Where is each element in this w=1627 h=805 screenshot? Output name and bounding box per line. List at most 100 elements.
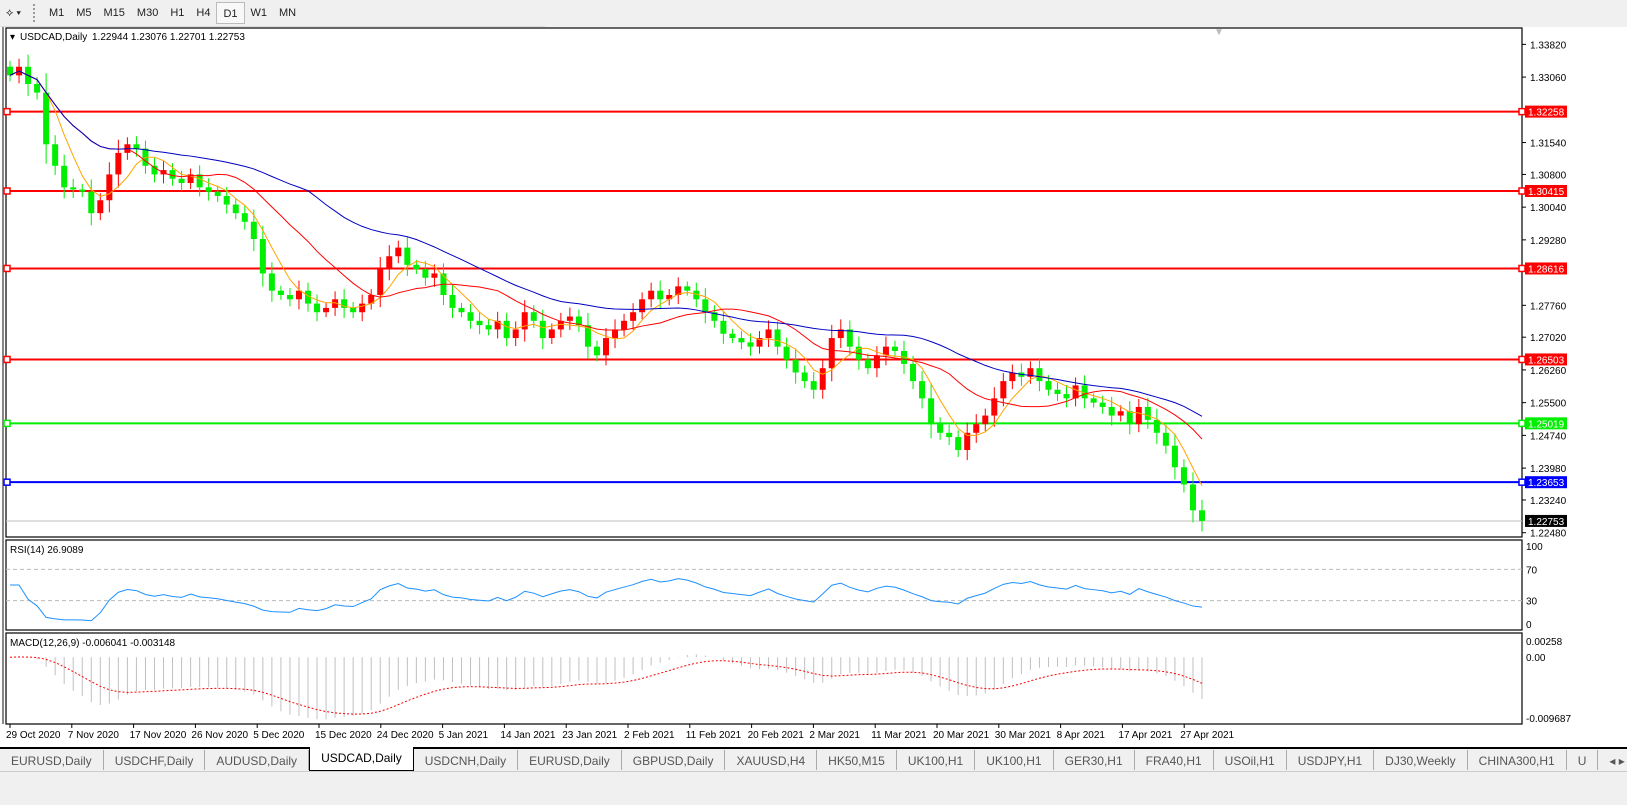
chart-tab[interactable]: DJ30,Weekly: [1374, 750, 1468, 770]
candle-body: [810, 381, 817, 390]
price-tick-label: 1.30040: [1530, 203, 1567, 214]
chart-tab[interactable]: USDJPY,H1: [1287, 750, 1375, 770]
candle-body: [1036, 368, 1043, 382]
candle-body: [1081, 385, 1088, 399]
toolbar-grip[interactable]: [32, 4, 37, 22]
candle-body: [955, 437, 962, 451]
timeframe-m5[interactable]: M5: [76, 7, 92, 19]
candle-body: [747, 342, 754, 347]
rsi-tick-label: 0: [1526, 620, 1532, 631]
date-tick-label: 27 Apr 2021: [1180, 730, 1234, 741]
candle-body: [593, 346, 600, 356]
timeframe-m30[interactable]: M30: [136, 7, 159, 19]
candle-body: [1000, 381, 1007, 399]
timeframe-toolbar: ⟡ ▾ M1 M5 M15 M30 H1 H4 D1 W1 MN: [0, 0, 545, 27]
chart-symbol-label: USDCAD,Daily: [20, 32, 87, 43]
chart-tab[interactable]: UK100,H1: [897, 750, 976, 770]
candle-body: [846, 329, 853, 347]
candle-body: [259, 239, 266, 274]
chart-tab[interactable]: EURUSD,Daily: [0, 750, 104, 770]
main-panel: [5, 27, 1523, 538]
chart-ohlc-values: 1.22944 1.23076 1.22701 1.22753: [92, 32, 245, 43]
candle-body: [214, 191, 221, 196]
chart-tab[interactable]: AUDUSD,Daily: [205, 750, 310, 770]
timeframe-m1[interactable]: M1: [48, 7, 65, 19]
candle-body: [43, 92, 50, 145]
candle-body: [530, 312, 537, 321]
candle-body: [449, 294, 456, 308]
candle-body: [1072, 385, 1079, 399]
timeframe-d1[interactable]: D1: [216, 2, 245, 24]
chart-tab[interactable]: USOil,H1: [1214, 750, 1287, 770]
date-tick-label: 20 Mar 2021: [933, 730, 990, 741]
chart-tab[interactable]: GBPUSD,Daily: [622, 750, 726, 770]
chart-tab[interactable]: EURUSD,Daily: [518, 750, 622, 770]
level-price-label: 1.28616: [1528, 264, 1565, 275]
candle-body: [891, 346, 898, 351]
current-price-badge: [1525, 514, 1567, 527]
candle-body: [1189, 484, 1196, 511]
timeframe-h4[interactable]: H4: [196, 7, 211, 19]
candle-body: [431, 273, 438, 278]
candle-body: [548, 329, 555, 339]
rsi-tick-label: 30: [1526, 597, 1538, 608]
candle-body: [1054, 389, 1061, 395]
chart-tab[interactable]: FRA40,H1: [1135, 750, 1214, 770]
candle-body: [295, 290, 302, 300]
tab-scroll-arrows[interactable]: ◂ ▸: [1598, 750, 1627, 770]
date-tick-label: 2 Feb 2021: [624, 730, 675, 741]
candle-body: [557, 320, 564, 330]
price-tick-label: 1.24740: [1530, 431, 1567, 442]
candle-body: [314, 303, 321, 313]
candle-body: [205, 187, 212, 192]
chart-tab[interactable]: USDCNH,Daily: [414, 750, 519, 770]
candle-body: [1009, 372, 1016, 382]
candle-body: [1099, 402, 1106, 407]
candle-body: [720, 320, 727, 334]
level-handle: [3, 264, 11, 273]
candle-body: [1171, 445, 1178, 468]
timeframe-w1[interactable]: W1: [250, 7, 268, 19]
macd-panel: [5, 632, 1523, 725]
price-tick-label: 1.33820: [1530, 40, 1567, 51]
candle-body: [801, 372, 808, 382]
level-handle: [3, 187, 11, 195]
ma-fast-line: [9, 70, 1203, 486]
candle-body: [97, 200, 104, 214]
level-price-label: 1.23653: [1528, 478, 1565, 489]
candle-body: [52, 144, 59, 166]
candle-body: [837, 329, 844, 339]
candle-body: [539, 320, 546, 339]
candle-body: [286, 294, 293, 300]
candle-body: [503, 320, 510, 339]
candle-body: [458, 307, 465, 313]
timeframe-mn[interactable]: MN: [279, 7, 297, 19]
candle-body: [70, 187, 77, 190]
chart-tab[interactable]: USDCAD,Daily: [309, 747, 414, 771]
chart-tab[interactable]: USDCHF,Daily: [104, 750, 206, 770]
chart-canvas[interactable]: 1.33820 1.33060 1.31540 1.30800 1.30040 1.292…: [0, 27, 1627, 747]
chart-tab[interactable]: U: [1567, 750, 1599, 770]
level-price-badge: [1525, 262, 1567, 275]
price-tick-label: 1.27760: [1530, 301, 1567, 312]
rsi-label: RSI(14) 26.9089: [10, 545, 84, 556]
timeframe-h1[interactable]: H1: [170, 7, 185, 19]
chart-tab[interactable]: UK100,H1: [975, 750, 1054, 770]
date-tick-label: 8 Apr 2021: [1057, 730, 1106, 741]
timeframe-m15[interactable]: M15: [103, 7, 125, 19]
candle-body: [377, 269, 384, 295]
level-handle: [1518, 478, 1526, 486]
candle-body: [521, 312, 528, 330]
candle-body: [1108, 406, 1115, 416]
chart-window[interactable]: 1.33820 1.33060 1.31540 1.30800 1.30040 1.292…: [0, 27, 1627, 747]
candle-body: [1144, 406, 1151, 420]
chart-tab[interactable]: CHINA300,H1: [1468, 750, 1567, 770]
chart-tab[interactable]: XAUUSD,H4: [725, 750, 818, 770]
chart-tab[interactable]: GER30,H1: [1054, 750, 1135, 770]
candle-body: [494, 320, 501, 330]
chart-tabs: EURUSD,Daily USDCHF,Daily AUDUSD,Daily USDC…: [0, 747, 1627, 771]
chart-tab[interactable]: HK50,M15: [817, 750, 897, 770]
status-bar: [0, 771, 1627, 805]
line-studies-icon[interactable]: ⟡ ▾: [6, 7, 21, 19]
date-tick-label: 7 Nov 2020: [68, 730, 120, 741]
